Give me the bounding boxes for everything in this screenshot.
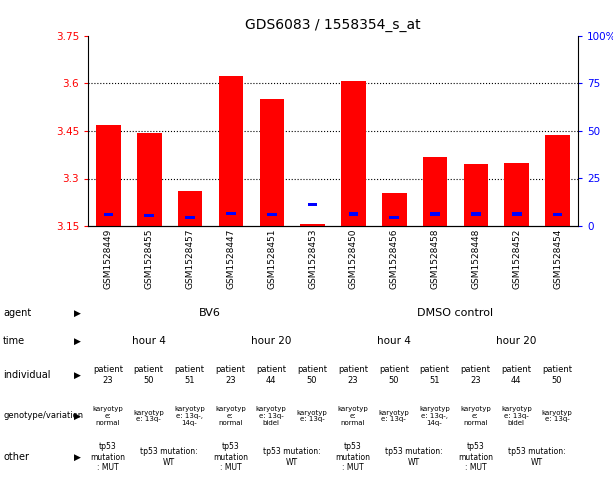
Bar — [471, 213, 481, 215]
Bar — [389, 215, 399, 219]
Bar — [423, 157, 447, 226]
Text: patient
44: patient 44 — [256, 365, 286, 384]
Text: ▶: ▶ — [74, 337, 81, 346]
Text: hour 20: hour 20 — [496, 337, 536, 346]
Text: patient
50: patient 50 — [542, 365, 572, 384]
Bar — [219, 75, 243, 226]
Bar — [308, 203, 318, 206]
Text: patient
50: patient 50 — [134, 365, 164, 384]
Text: karyotyp
e:
normal: karyotyp e: normal — [338, 406, 368, 426]
Text: genotype/variation: genotype/variation — [3, 412, 83, 421]
Bar — [96, 125, 121, 226]
Text: individual: individual — [3, 370, 50, 380]
Text: karyotyp
e:
normal: karyotyp e: normal — [215, 406, 246, 426]
Title: GDS6083 / 1558354_s_at: GDS6083 / 1558354_s_at — [245, 18, 421, 32]
Bar — [546, 135, 570, 226]
Text: tp53 mutation:
WT: tp53 mutation: WT — [386, 447, 443, 467]
Text: patient
50: patient 50 — [297, 365, 327, 384]
Bar — [382, 193, 406, 226]
Text: BV6: BV6 — [199, 308, 221, 318]
Text: tp53
mutation
: MUT: tp53 mutation : MUT — [335, 442, 370, 472]
Text: hour 4: hour 4 — [132, 337, 166, 346]
Bar — [341, 81, 366, 226]
Text: tp53
mutation
: MUT: tp53 mutation : MUT — [458, 442, 493, 472]
Text: ▶: ▶ — [74, 309, 81, 317]
Text: karyotyp
e: 13q-,
14q-: karyotyp e: 13q-, 14q- — [419, 406, 450, 426]
Bar — [512, 213, 522, 215]
Text: hour 4: hour 4 — [377, 337, 411, 346]
Text: patient
51: patient 51 — [419, 365, 449, 384]
Text: tp53 mutation:
WT: tp53 mutation: WT — [140, 447, 198, 467]
Bar — [104, 213, 113, 216]
Text: karyotyp
e: 13q-: karyotyp e: 13q- — [378, 410, 409, 423]
Text: karyotyp
e:
normal: karyotyp e: normal — [93, 406, 123, 426]
Bar — [178, 190, 202, 226]
Text: tp53
mutation
: MUT: tp53 mutation : MUT — [213, 442, 248, 472]
Text: karyotyp
e: 13q-: karyotyp e: 13q- — [542, 410, 573, 423]
Text: ▶: ▶ — [74, 453, 81, 461]
Bar — [144, 214, 154, 217]
Text: agent: agent — [3, 308, 31, 318]
Text: patient
50: patient 50 — [379, 365, 409, 384]
Text: karyotyp
e:
normal: karyotyp e: normal — [460, 406, 491, 426]
Text: DMSO control: DMSO control — [417, 308, 493, 318]
Bar — [226, 212, 236, 215]
Bar — [300, 225, 325, 226]
Bar — [349, 213, 359, 215]
Text: ▶: ▶ — [74, 412, 81, 421]
Bar — [463, 164, 488, 226]
Text: karyotyp
e: 13q-
bidel: karyotyp e: 13q- bidel — [256, 406, 287, 426]
Text: patient
51: patient 51 — [175, 365, 205, 384]
Text: patient
44: patient 44 — [501, 365, 531, 384]
Text: tp53
mutation
: MUT: tp53 mutation : MUT — [90, 442, 126, 472]
Bar — [185, 215, 195, 219]
Bar — [137, 133, 161, 226]
Bar — [553, 213, 563, 216]
Text: hour 20: hour 20 — [251, 337, 291, 346]
Text: patient
23: patient 23 — [460, 365, 490, 384]
Text: tp53 mutation:
WT: tp53 mutation: WT — [263, 447, 321, 467]
Bar — [430, 213, 440, 215]
Bar — [259, 99, 284, 226]
Bar — [504, 163, 529, 226]
Text: other: other — [3, 452, 29, 462]
Bar — [267, 213, 276, 216]
Text: karyotyp
e: 13q-: karyotyp e: 13q- — [134, 410, 164, 423]
Text: tp53 mutation:
WT: tp53 mutation: WT — [508, 447, 565, 467]
Text: patient
23: patient 23 — [338, 365, 368, 384]
Text: karyotyp
e: 13q-,
14q-: karyotyp e: 13q-, 14q- — [174, 406, 205, 426]
Text: karyotyp
e: 13q-
bidel: karyotyp e: 13q- bidel — [501, 406, 531, 426]
Text: time: time — [3, 337, 25, 346]
Text: ▶: ▶ — [74, 370, 81, 380]
Text: patient
23: patient 23 — [93, 365, 123, 384]
Text: patient
23: patient 23 — [215, 365, 245, 384]
Text: karyotyp
e: 13q-: karyotyp e: 13q- — [297, 410, 327, 423]
